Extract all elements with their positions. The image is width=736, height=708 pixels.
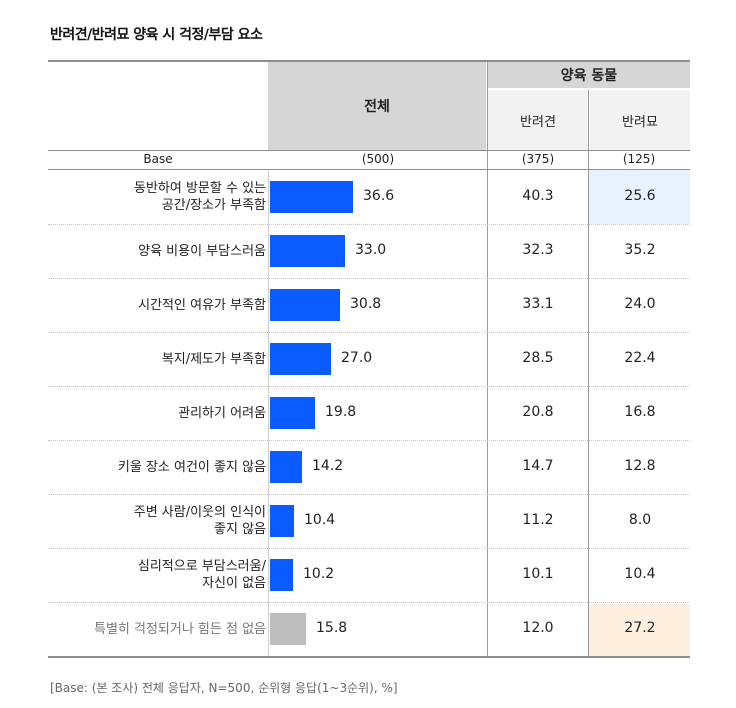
cell-cat-value: 35.2 — [624, 242, 656, 258]
bar-total — [270, 613, 306, 645]
header-dog: 반려견 — [488, 90, 588, 150]
row-label: 키울 장소 여건이 좋지 않음 — [56, 459, 266, 476]
bar-value-label: 33.0 — [355, 242, 387, 258]
header-bottom-border — [48, 150, 690, 151]
bar-value-label: 30.8 — [350, 296, 382, 312]
bar-value-label: 27.0 — [341, 350, 373, 366]
cell-cat-value: 24.0 — [624, 296, 656, 312]
row-label-line: 시간적인 여유가 부족함 — [138, 297, 266, 313]
row-divider — [48, 494, 690, 495]
row-label-line: 좋지 않음 — [214, 522, 266, 537]
bar-total — [270, 289, 340, 321]
row-label: 양육 비용이 부담스러움 — [56, 243, 266, 260]
base-total: (500) — [361, 152, 395, 166]
row-label-line: 양육 비용이 부담스러움 — [138, 243, 266, 259]
cell-cat-value: 12.8 — [624, 458, 656, 474]
bar-value-label: 15.8 — [316, 620, 348, 636]
header-cat: 반려묘 — [590, 90, 690, 150]
base-bottom-border — [48, 169, 690, 170]
cell-dog-value: 12.0 — [522, 620, 554, 636]
header-total: 전체 — [268, 62, 486, 150]
cell-dog-value: 28.5 — [522, 350, 554, 366]
cell-cat-value: 25.6 — [624, 188, 656, 204]
row-label-line: 자신이 없음 — [202, 576, 266, 591]
row-label: 관리하기 어려움 — [56, 405, 266, 422]
bar-total — [270, 451, 302, 483]
chart-title: 반려견/반려묘 양육 시 걱정/부담 요소 — [50, 27, 263, 43]
row-label: 심리적으로 부담스러움/자신이 없음 — [56, 558, 266, 592]
table-bottom-border — [48, 656, 690, 658]
bar-value-label: 19.8 — [325, 404, 357, 420]
row-divider — [48, 548, 690, 549]
cell-cat-value: 10.4 — [624, 566, 656, 582]
highlight-cell-low — [589, 170, 690, 224]
row-label-line: 관리하기 어려움 — [178, 405, 266, 421]
cell-dog-value: 33.1 — [522, 296, 554, 312]
row-divider — [48, 440, 690, 441]
cell-dog-value: 32.3 — [522, 242, 554, 258]
row-divider — [48, 386, 690, 387]
cell-cat-value: 16.8 — [624, 404, 656, 420]
row-label-line: 특별히 걱정되거나 힘든 점 없음 — [93, 621, 266, 637]
row-divider — [48, 278, 690, 279]
base-label: Base — [143, 152, 173, 166]
row-label: 특별히 걱정되거나 힘든 점 없음 — [56, 621, 266, 638]
cell-dog-value: 10.1 — [522, 566, 554, 582]
row-divider — [48, 224, 690, 225]
header-group-animal: 양육 동물 — [488, 62, 690, 88]
row-divider — [48, 602, 690, 603]
table-top-border — [48, 60, 690, 62]
cell-cat-value: 22.4 — [624, 350, 656, 366]
bar-total — [270, 235, 345, 267]
row-label-line: 복지/제도가 부족함 — [161, 351, 266, 367]
row-label: 복지/제도가 부족함 — [56, 351, 266, 368]
cell-dog-value: 11.2 — [522, 512, 554, 528]
base-note: [Base: (본 조사) 전체 응답자, N=500, 순위형 응답(1~3순… — [50, 681, 398, 695]
bar-value-label: 14.2 — [312, 458, 344, 474]
row-label-line: 키울 장소 여건이 좋지 않음 — [117, 459, 266, 475]
divider-dog-cat — [588, 90, 589, 656]
cell-dog-value: 40.3 — [522, 188, 554, 204]
row-label-line: 공간/장소가 부족함 — [161, 198, 266, 213]
bar-value-label: 10.4 — [304, 512, 336, 528]
bar-total — [270, 559, 293, 591]
cell-cat-value: 8.0 — [628, 512, 652, 528]
base-dog: (375) — [521, 152, 555, 166]
bar-value-label: 36.6 — [363, 188, 395, 204]
bar-total — [270, 505, 294, 537]
cell-cat-value: 27.2 — [624, 620, 656, 636]
bar-total — [270, 181, 353, 213]
cell-dog-value: 20.8 — [522, 404, 554, 420]
bar-total — [270, 397, 315, 429]
row-label-line: 심리적으로 부담스러움/ — [137, 559, 266, 574]
cell-dog-value: 14.7 — [522, 458, 554, 474]
row-label-line: 동반하여 방문할 수 있는 — [134, 181, 266, 196]
bar-axis-line — [268, 170, 269, 656]
row-label-line: 주변 사람/이웃의 인식이 — [133, 505, 266, 520]
row-divider — [48, 332, 690, 333]
row-label: 시간적인 여유가 부족함 — [56, 297, 266, 314]
divider-total-dog — [487, 62, 488, 656]
base-cat: (125) — [622, 152, 656, 166]
bar-value-label: 10.2 — [303, 566, 335, 582]
bar-total — [270, 343, 331, 375]
highlight-cell-high — [589, 604, 690, 656]
